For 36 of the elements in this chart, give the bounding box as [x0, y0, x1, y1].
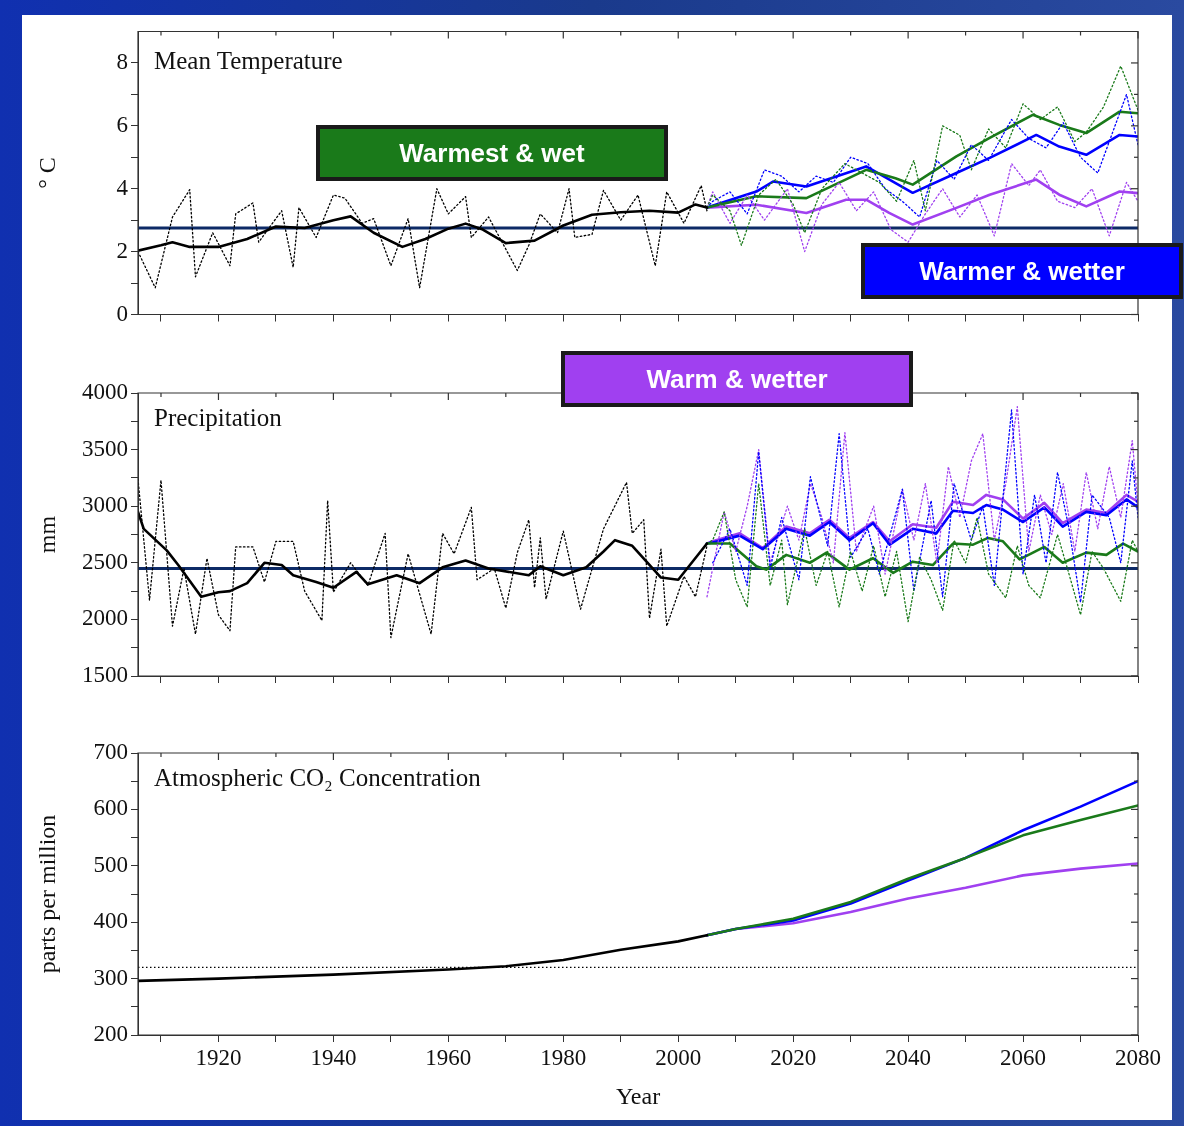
y-tick-label: 300: [93, 964, 128, 990]
x-tick-label: 2080: [1115, 1044, 1161, 1070]
y-tick-label: 1500: [82, 662, 128, 688]
y-tick-label: 3000: [82, 492, 128, 518]
y-tick-label: 3500: [82, 435, 128, 461]
x-tick-label: 1980: [540, 1044, 587, 1070]
x-tick-label: 2020: [770, 1044, 817, 1070]
y-tick-label: 2000: [82, 605, 128, 631]
x-tick-label: 1920: [195, 1044, 242, 1070]
x-tick-label: 2060: [1000, 1044, 1047, 1070]
x-axis-title: Year: [615, 1082, 661, 1109]
y-tick-label: 2: [116, 237, 128, 263]
text: Warmest & wet: [316, 125, 668, 181]
y-tick-label: 200: [93, 1021, 128, 1047]
y-tick-label: 4: [116, 174, 129, 200]
y-tick-label: 4000: [82, 379, 128, 405]
x-tick-label: 2040: [885, 1044, 932, 1070]
y-tick-label: 500: [93, 851, 128, 877]
y-tick-label: 8: [116, 48, 128, 74]
text: Warmer & wetter: [861, 243, 1183, 299]
x-tick-label: 1940: [310, 1044, 357, 1070]
text: Mean Temperature: [154, 46, 343, 74]
y-tick-label: 400: [93, 908, 128, 934]
x-tick-label: 1960: [425, 1044, 472, 1070]
y-axis-title: ° C: [33, 157, 60, 189]
chart-title: Precipitation: [154, 404, 283, 432]
y-tick-label: 700: [93, 739, 128, 765]
y-axis-title: mm: [33, 515, 60, 554]
y-axis-title: parts per million: [33, 814, 60, 974]
y-tick-label: 6: [116, 111, 128, 137]
y-tick-label: 0: [116, 300, 128, 326]
chart-title: Atmospheric CO₂ Concentration: [154, 764, 482, 792]
y-tick-label: 2500: [82, 548, 128, 574]
x-tick-label: 2000: [655, 1044, 702, 1070]
text: Warm & wetter: [561, 351, 913, 407]
y-tick-label: 600: [93, 795, 128, 821]
